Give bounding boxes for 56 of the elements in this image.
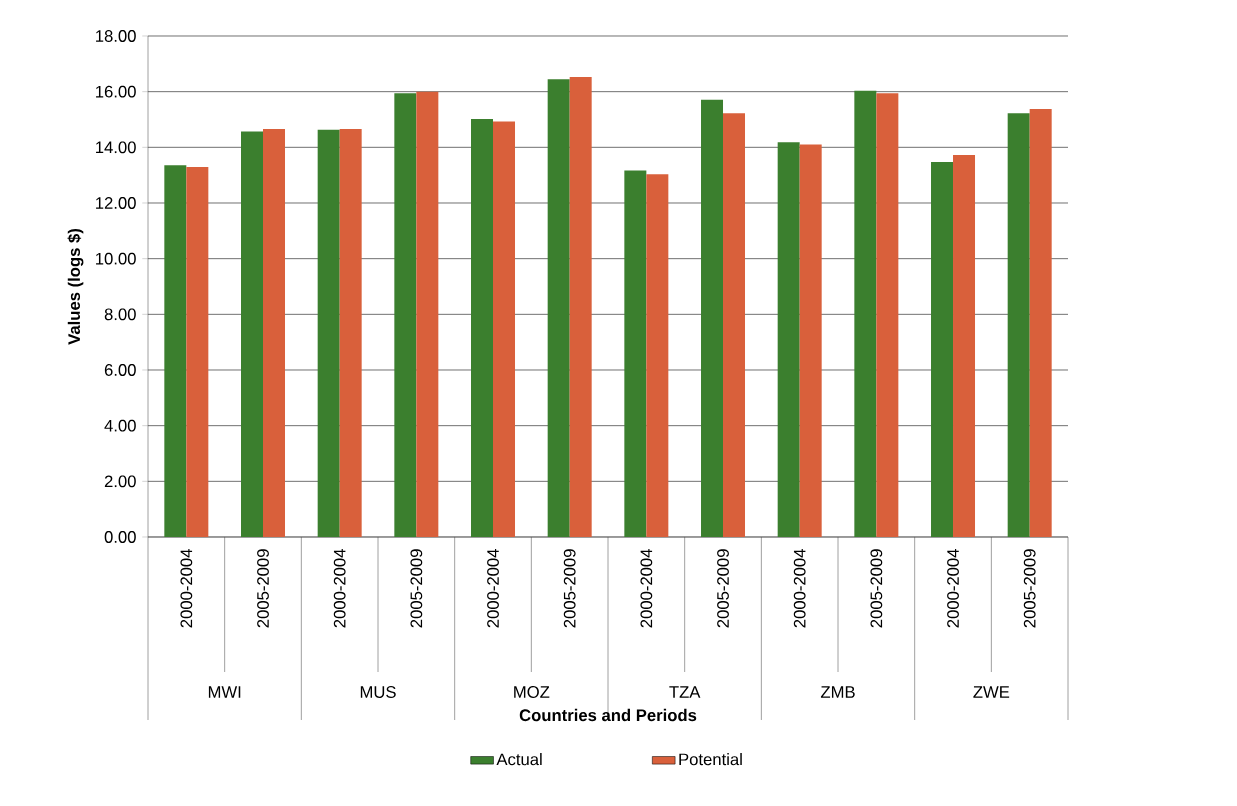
y-tick-label: 14.00 bbox=[96, 141, 136, 154]
bar bbox=[471, 118, 494, 537]
x-tick-label: 2000-2004 bbox=[180, 549, 193, 628]
bar bbox=[876, 93, 899, 537]
bar bbox=[186, 167, 209, 537]
text: MOZ bbox=[514, 686, 550, 698]
bar bbox=[547, 79, 570, 537]
bar bbox=[1007, 113, 1030, 537]
legend-label: Actual bbox=[496, 753, 542, 766]
x-tick-label: 2000-2004 bbox=[640, 549, 653, 628]
x-tick-label: 2000-2004 bbox=[487, 549, 499, 628]
x-tick-label: 2005-2009 bbox=[410, 549, 423, 628]
y-tick-label: 4.00 bbox=[104, 419, 136, 432]
bar bbox=[569, 76, 592, 537]
bar bbox=[799, 144, 822, 537]
y-tick-label: 0.00 bbox=[104, 531, 136, 543]
text: ZWE bbox=[973, 686, 1010, 698]
bar bbox=[493, 121, 516, 537]
y-tick-label: 8.00 bbox=[104, 308, 136, 321]
bar bbox=[854, 90, 877, 537]
x-tick-label: 2005-2009 bbox=[257, 549, 269, 628]
y-tick-label: 16.00 bbox=[96, 85, 136, 98]
bar bbox=[723, 113, 746, 537]
y-tick-label: 18.00 bbox=[96, 30, 136, 42]
bar bbox=[416, 91, 439, 537]
y-tick-label: 10.00 bbox=[96, 252, 136, 265]
bar bbox=[263, 128, 285, 537]
bar bbox=[931, 162, 954, 537]
y-axis-title: Values (logs $) bbox=[67, 228, 84, 345]
y-tick-label: 12.00 bbox=[96, 197, 136, 209]
text: MUS bbox=[360, 686, 396, 698]
text: ZMB bbox=[820, 686, 855, 698]
x-tick-label: 2000-2004 bbox=[333, 549, 346, 628]
bar bbox=[701, 99, 724, 537]
bar bbox=[1029, 108, 1052, 537]
bar bbox=[624, 170, 647, 537]
x-tick-label: 2005-2009 bbox=[870, 549, 883, 628]
x-tick-label: 2000-2004 bbox=[947, 549, 959, 628]
x-axis-title: Countries and Periods bbox=[519, 708, 697, 722]
bar bbox=[317, 129, 340, 537]
bar bbox=[164, 165, 187, 537]
y-tick-label: 6.00 bbox=[104, 364, 136, 376]
x-tick-label: 2005-2009 bbox=[717, 549, 729, 628]
x-tick-label: 2005-2009 bbox=[563, 549, 576, 628]
x-tick-label: 2000-2004 bbox=[793, 549, 806, 628]
text: TZA bbox=[669, 686, 701, 698]
bar bbox=[339, 128, 362, 537]
y-tick-label: 2.00 bbox=[104, 475, 136, 488]
text: MWI bbox=[208, 686, 241, 698]
bar bbox=[646, 174, 669, 537]
bar bbox=[241, 131, 264, 537]
bar bbox=[394, 93, 417, 537]
bar bbox=[777, 142, 800, 537]
x-tick-label: 2005-2009 bbox=[1023, 549, 1036, 628]
legend-label: Potential bbox=[679, 753, 742, 766]
bar bbox=[953, 155, 976, 537]
